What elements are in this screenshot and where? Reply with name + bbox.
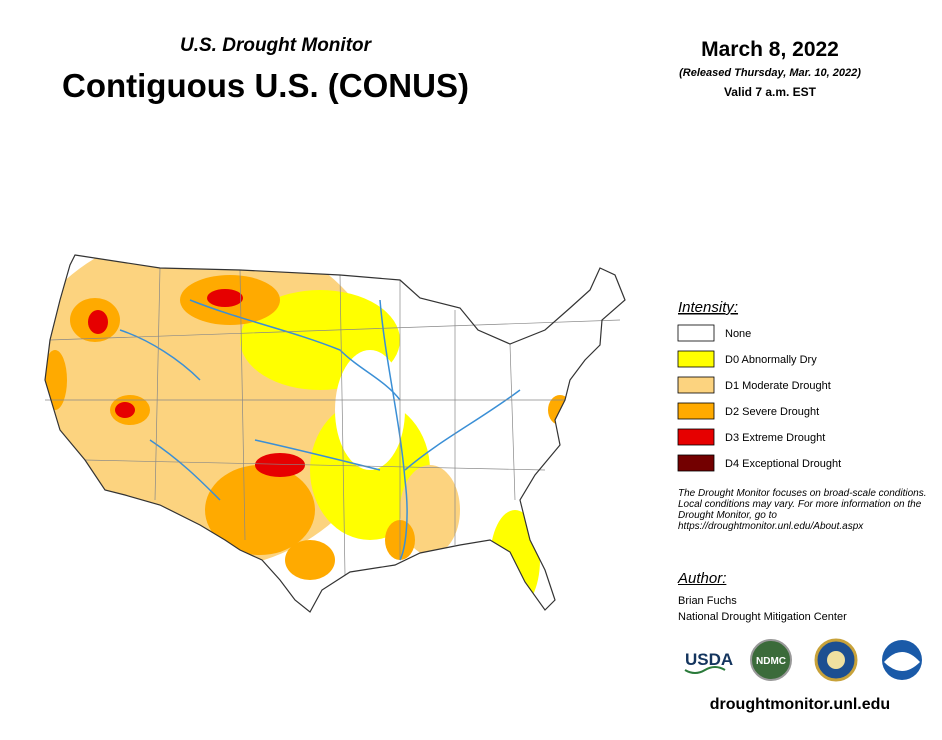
river xyxy=(254,439,381,471)
legend-swatch xyxy=(677,428,715,446)
legend-swatch xyxy=(677,402,715,420)
valid-time: Valid 7 a.m. EST xyxy=(723,85,817,99)
border xyxy=(45,319,621,471)
noaa-logo-bird xyxy=(884,652,920,671)
legend: None D0 Abnormally Dry D1 Moderate Drought… xyxy=(677,324,841,472)
usda-swoosh xyxy=(684,666,726,674)
ndmc-logo xyxy=(750,639,792,681)
release-date: (Released Thursday, Mar. 10, 2022) xyxy=(679,67,861,79)
state-borders xyxy=(45,267,621,576)
area-d4 xyxy=(115,402,135,418)
river xyxy=(404,389,521,471)
author-org: National Drought Mitigation Center xyxy=(678,611,847,623)
legend-swatch xyxy=(677,324,715,342)
area-d2 xyxy=(400,465,460,555)
legend-label: D2 Severe Drought xyxy=(725,406,819,418)
area-d3 xyxy=(205,465,315,555)
border xyxy=(154,267,516,576)
legend-label: None xyxy=(725,328,751,340)
river xyxy=(149,439,221,501)
area-d0 xyxy=(335,350,405,470)
website: droughtmonitor.unl.edu xyxy=(709,696,891,713)
legend-swatch xyxy=(677,454,715,472)
legend-label: D3 Extreme Drought xyxy=(725,432,825,444)
ndmc-logo-text: NDMC xyxy=(756,656,786,667)
legend-label: D4 Exceptional Drought xyxy=(725,458,841,470)
title: Contiguous U.S. (CONUS) xyxy=(62,67,469,104)
author-name: Brian Fuchs xyxy=(678,595,737,607)
date: March 8, 2022 xyxy=(701,38,839,61)
area-d1 xyxy=(490,510,540,610)
note: The Drought Monitor focuses on broad-sca… xyxy=(678,488,927,532)
river xyxy=(119,329,201,381)
usda-logo: USDA xyxy=(685,650,733,669)
legend-swatch xyxy=(677,376,715,394)
area-d3 xyxy=(285,540,335,580)
area-d3 xyxy=(45,350,67,410)
drought-areas xyxy=(45,255,625,612)
legend-title: Intensity: xyxy=(678,299,738,316)
author-title: Author: xyxy=(678,570,727,587)
legend-swatch xyxy=(677,350,715,368)
area-d4 xyxy=(207,289,243,307)
river xyxy=(189,299,401,401)
area-d0 xyxy=(582,267,618,323)
area-d4 xyxy=(88,310,108,334)
doc-logo-center xyxy=(827,651,845,669)
legend-label: D1 Moderate Drought xyxy=(725,380,831,392)
area-d4 xyxy=(255,453,305,477)
subtitle: U.S. Drought Monitor xyxy=(180,35,372,56)
legend-label: D0 Abnormally Dry xyxy=(725,354,817,366)
